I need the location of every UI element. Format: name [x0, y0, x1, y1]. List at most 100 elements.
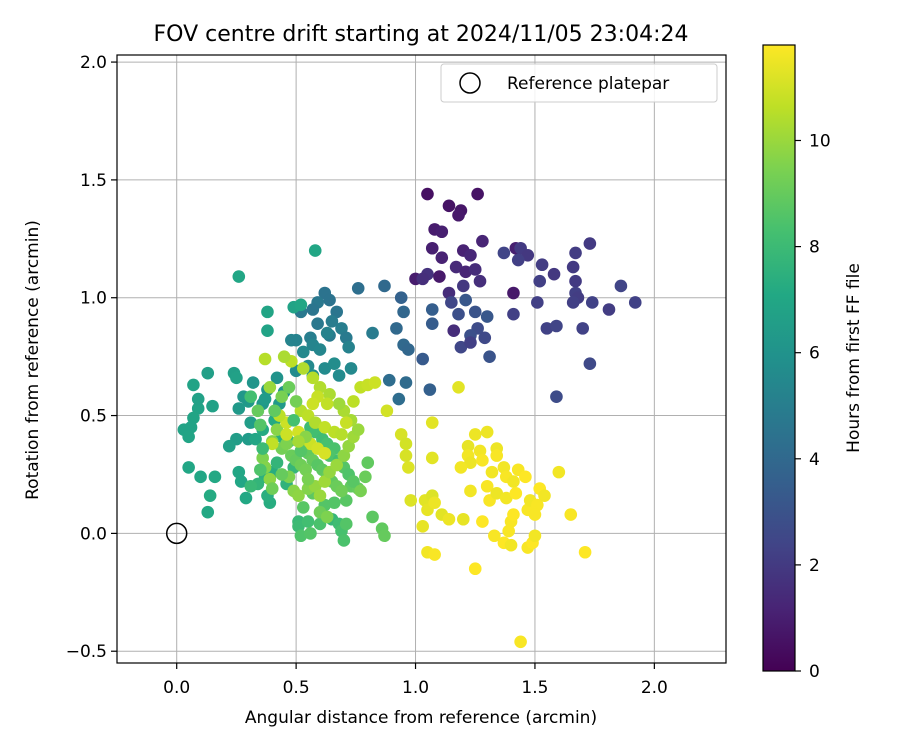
x-tick-label: 0.5	[283, 678, 310, 698]
y-tick-label: 0.5	[80, 407, 107, 427]
data-point	[296, 501, 310, 514]
data-point	[323, 388, 336, 401]
data-point	[507, 307, 520, 321]
data-point	[361, 456, 375, 469]
data-point	[531, 296, 544, 309]
data-point	[187, 411, 200, 425]
data-point	[540, 322, 554, 335]
data-point	[253, 418, 267, 432]
colorbar-label: Hours from first FF file	[844, 263, 864, 453]
data-point	[380, 404, 394, 418]
data-point	[270, 423, 284, 436]
data-point	[304, 527, 317, 540]
data-point	[454, 340, 468, 354]
data-point	[318, 421, 332, 434]
data-point	[328, 357, 341, 371]
data-point	[464, 249, 477, 262]
data-point	[628, 296, 642, 309]
data-point	[344, 362, 358, 375]
data-point	[509, 487, 523, 500]
data-point	[201, 505, 215, 519]
y-tick-label: 1.5	[80, 171, 107, 191]
data-point	[378, 279, 391, 293]
data-point	[366, 326, 379, 340]
data-point	[614, 279, 628, 293]
data-point	[265, 437, 279, 451]
data-point	[182, 461, 195, 474]
data-point	[531, 498, 544, 512]
data-point	[206, 399, 219, 413]
data-point	[468, 305, 482, 319]
data-point	[461, 439, 475, 453]
data-point	[256, 442, 269, 455]
data-point	[282, 380, 296, 394]
data-point	[402, 461, 415, 474]
data-point	[497, 461, 511, 474]
data-point	[342, 340, 355, 354]
data-point	[263, 472, 277, 486]
data-point	[382, 373, 396, 387]
data-point	[232, 402, 246, 415]
data-point	[399, 376, 413, 389]
data-point	[569, 246, 582, 260]
data-point	[318, 362, 332, 375]
data-point	[299, 463, 312, 477]
data-point	[332, 369, 346, 382]
data-point	[447, 324, 461, 338]
data-point	[456, 512, 470, 526]
data-point	[483, 350, 496, 363]
data-point	[339, 517, 353, 531]
data-point	[452, 307, 465, 321]
data-point	[318, 475, 332, 488]
data-point	[203, 489, 217, 502]
data-point	[222, 439, 236, 453]
data-point	[552, 465, 566, 479]
data-point	[449, 260, 463, 274]
data-point	[339, 416, 353, 429]
data-point	[292, 435, 305, 448]
data-point	[320, 326, 334, 340]
data-point	[244, 390, 258, 404]
data-point	[564, 508, 578, 521]
data-point	[397, 305, 410, 319]
data-point	[464, 456, 477, 469]
data-point	[416, 272, 429, 286]
data-point	[256, 451, 269, 465]
data-point	[428, 496, 441, 510]
data-point	[428, 548, 441, 561]
data-point	[452, 380, 465, 394]
data-point	[504, 538, 518, 552]
data-point	[320, 510, 334, 524]
data-point	[337, 449, 351, 462]
data-point	[425, 303, 439, 316]
data-point	[280, 428, 293, 441]
data-point	[239, 491, 253, 505]
data-point	[268, 404, 281, 418]
colorbar-tick-label: 2	[809, 556, 820, 576]
data-point	[351, 282, 365, 295]
data-point	[246, 376, 260, 389]
colorbar-tick-label: 8	[809, 238, 820, 258]
x-tick-label: 0.0	[163, 678, 190, 698]
data-point	[378, 529, 391, 543]
data-point	[320, 397, 334, 411]
data-point	[308, 244, 322, 257]
data-point	[289, 333, 303, 347]
data-point	[578, 545, 592, 559]
data-point	[535, 258, 549, 272]
data-point	[287, 413, 301, 427]
data-point	[325, 314, 339, 328]
data-point	[392, 392, 406, 406]
data-point	[416, 352, 429, 366]
data-point	[425, 241, 439, 255]
data-point	[366, 510, 379, 524]
data-point	[323, 293, 336, 307]
data-point	[550, 319, 563, 333]
data-point	[234, 475, 248, 488]
x-axis-label: Angular distance from reference (arcmin)	[245, 708, 597, 728]
data-point	[351, 423, 365, 436]
data-point	[473, 274, 487, 288]
data-point	[442, 512, 456, 526]
data-point	[261, 305, 274, 319]
